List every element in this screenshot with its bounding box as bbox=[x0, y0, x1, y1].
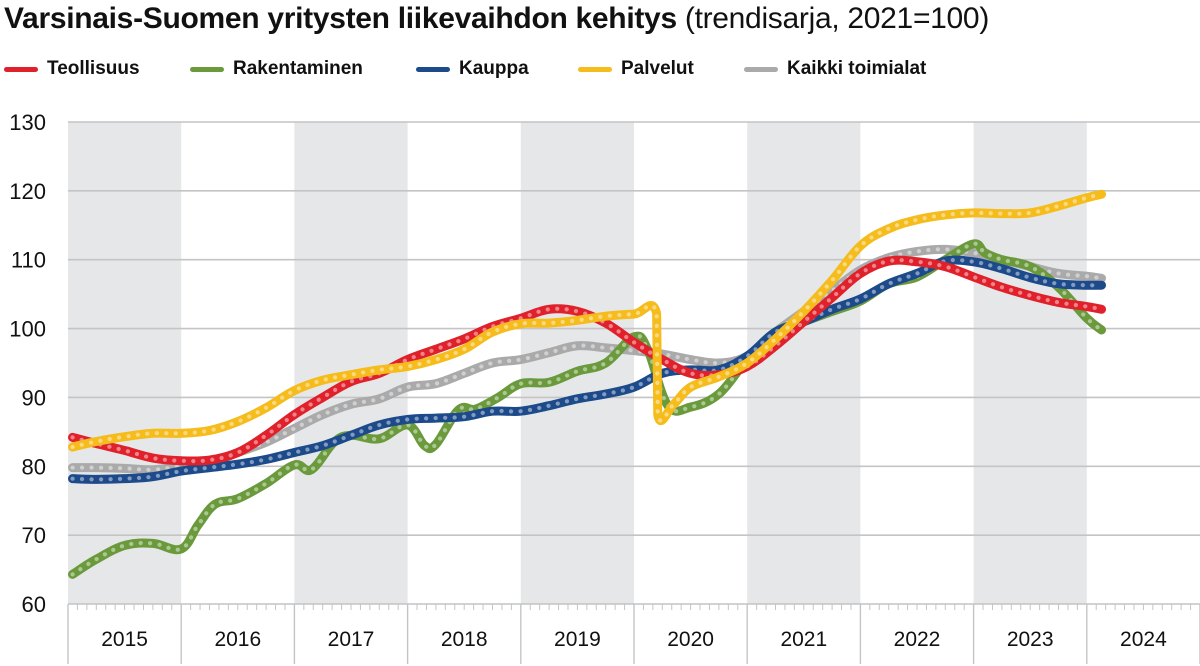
series-line-palvelut bbox=[68, 189, 1107, 452]
series-dots-palvelut bbox=[70, 192, 1104, 450]
legend-item-palvelut[interactable]: Palvelut bbox=[578, 55, 694, 83]
x-axis: 2015 2016 2017 2018 2019 2020 2021 2022 2023 2024 bbox=[67, 603, 1200, 664]
legend-swatch-kauppa bbox=[416, 66, 450, 72]
y-tick-label: 130 bbox=[9, 110, 46, 135]
y-tick-label: 110 bbox=[11, 248, 46, 273]
chart-subtitle: (trendisarja, 2021=100) bbox=[684, 2, 990, 35]
legend-label-rakentaminen: Rakentaminen bbox=[233, 58, 363, 79]
legend-swatch-palvelut bbox=[578, 66, 612, 72]
legend-swatch-teollisuus bbox=[4, 66, 38, 72]
x-tick-label: 2021 bbox=[780, 628, 827, 651]
legend-label-kaikki-toimialat: Kaikki toimialat bbox=[787, 58, 927, 79]
legend-swatch-rakentaminen bbox=[190, 66, 224, 72]
x-tick-label: 2015 bbox=[101, 628, 148, 651]
y-tick-label: 60 bbox=[22, 592, 46, 617]
year-band-2017 bbox=[294, 122, 408, 604]
x-tick-label: 2016 bbox=[214, 628, 261, 651]
x-tick-label: 2017 bbox=[328, 628, 375, 651]
chart-title: Varsinais-Suomen yritysten liikevaihdon … bbox=[4, 2, 989, 36]
legend-item-kaikki-toimialat[interactable]: Kaikki toimialat bbox=[744, 55, 926, 83]
chart-title-main: Varsinais-Suomen yritysten liikevaihdon … bbox=[4, 2, 677, 35]
gridlines bbox=[68, 121, 1200, 536]
y-tick-label: 80 bbox=[22, 454, 46, 479]
y-tick-label: 100 bbox=[9, 317, 46, 342]
year-band-2015 bbox=[68, 122, 182, 604]
legend-item-rakentaminen[interactable]: Rakentaminen bbox=[190, 55, 363, 83]
series-lines bbox=[68, 189, 1107, 579]
y-tick-label: 70 bbox=[22, 523, 46, 548]
series-dots-teollisuus bbox=[70, 258, 1104, 464]
x-tick-label: 2018 bbox=[441, 628, 488, 651]
y-tick-label: 120 bbox=[9, 179, 46, 204]
x-tick-label: 2020 bbox=[667, 628, 714, 651]
x-tick-label: 2024 bbox=[1120, 628, 1167, 651]
legend-item-teollisuus[interactable]: Teollisuus bbox=[4, 55, 140, 83]
legend-item-kauppa[interactable]: Kauppa bbox=[416, 55, 529, 83]
legend-label-palvelut: Palvelut bbox=[621, 58, 694, 79]
year-band-2019 bbox=[520, 122, 634, 604]
y-axis: 60 70 80 90 100 110 120 130 bbox=[9, 110, 46, 617]
legend-label-teollisuus: Teollisuus bbox=[47, 58, 140, 79]
legend-swatch-kaikki-toimialat bbox=[744, 66, 778, 72]
year-bands bbox=[68, 122, 1087, 604]
year-band-2023 bbox=[973, 122, 1087, 604]
y-tick-label: 90 bbox=[22, 385, 46, 410]
x-tick-label: 2022 bbox=[894, 628, 941, 651]
legend-label-kauppa: Kauppa bbox=[459, 58, 529, 79]
legend: Teollisuus Rakentaminen Kauppa Palvelut … bbox=[0, 55, 1200, 83]
year-band-2021 bbox=[747, 122, 861, 604]
x-tick-label: 2019 bbox=[554, 628, 601, 651]
x-tick-label: 2023 bbox=[1007, 628, 1054, 651]
series-palvelut bbox=[68, 189, 1107, 452]
